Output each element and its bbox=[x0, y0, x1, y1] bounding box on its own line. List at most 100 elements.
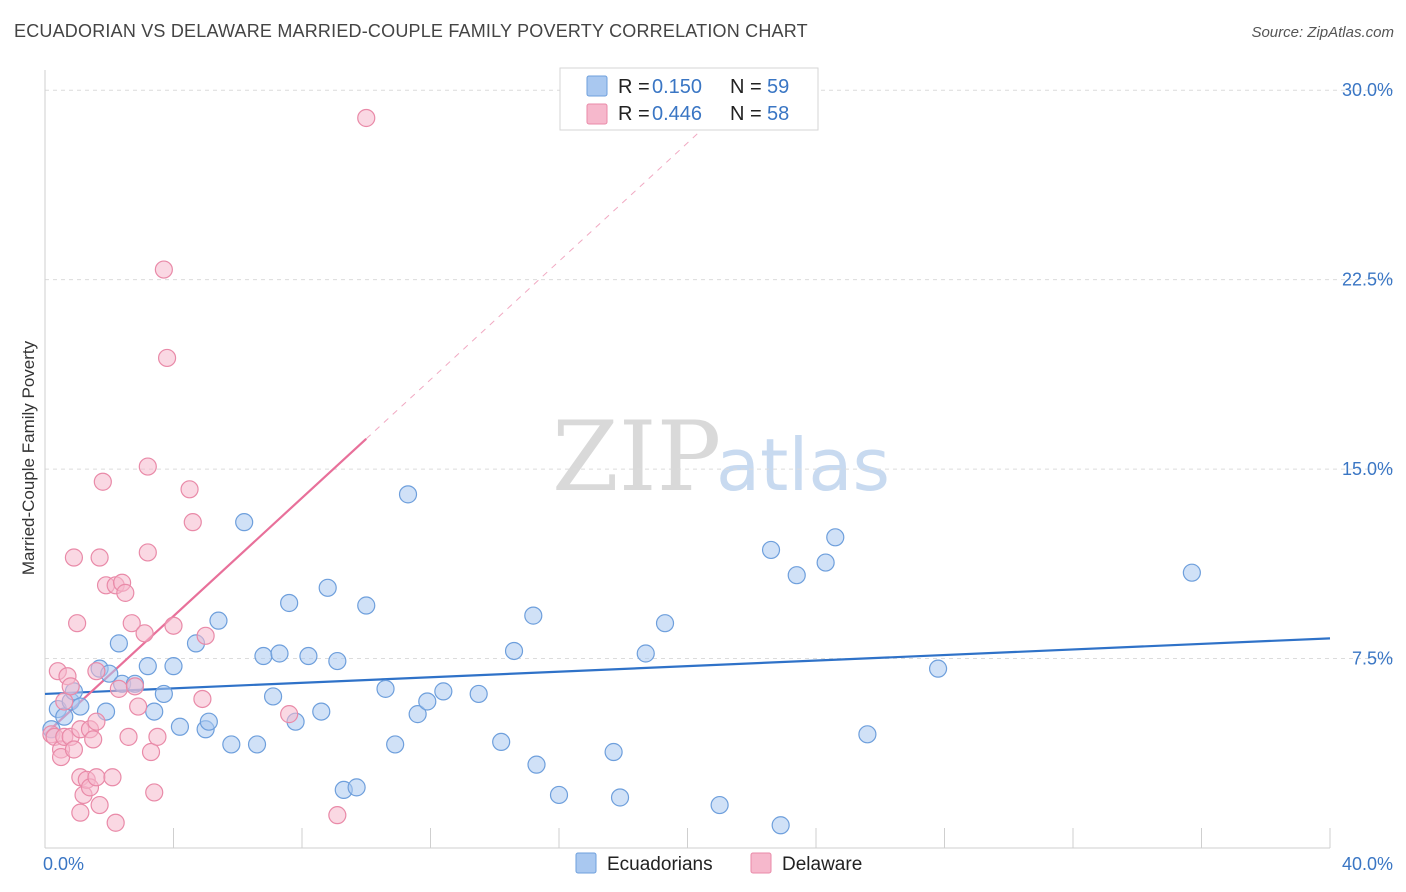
y-tick-label: 7.5% bbox=[1352, 649, 1393, 669]
point-ecuadorians bbox=[109, 634, 128, 653]
point-ecuadorians bbox=[826, 528, 845, 547]
series-legend-swatch-ecuadorians bbox=[575, 852, 597, 874]
point-ecuadorians bbox=[610, 788, 630, 807]
watermark-zip: ZIP bbox=[552, 401, 721, 513]
point-delaware bbox=[183, 513, 202, 532]
point-ecuadorians bbox=[604, 742, 623, 762]
point-ecuadorians bbox=[1182, 563, 1201, 582]
series-legend-label-ecuadorians: Ecuadorians bbox=[607, 854, 713, 875]
point-ecuadorians bbox=[318, 578, 337, 597]
series-legend-swatch-delaware bbox=[750, 852, 772, 874]
point-delaware bbox=[116, 583, 135, 602]
point-delaware bbox=[87, 662, 106, 681]
point-ecuadorians bbox=[408, 705, 427, 724]
point-delaware bbox=[122, 614, 141, 633]
point-ecuadorians bbox=[164, 657, 183, 676]
trend-lines bbox=[44, 127, 1331, 736]
point-delaware bbox=[119, 727, 138, 746]
y-axis-label: Married-Couple Family Poverty bbox=[19, 340, 38, 575]
point-delaware bbox=[87, 712, 106, 731]
legend-n-label-2: N = bbox=[730, 103, 762, 125]
y-tick-label: 15.0% bbox=[1342, 459, 1393, 479]
point-delaware bbox=[196, 626, 215, 645]
point-delaware bbox=[154, 260, 173, 279]
point-ecuadorians bbox=[386, 735, 405, 754]
point-delaware bbox=[138, 543, 157, 562]
legend-swatch-blue bbox=[586, 75, 608, 97]
point-delaware bbox=[357, 108, 376, 128]
point-ecuadorians bbox=[71, 697, 90, 716]
point-delaware bbox=[84, 730, 103, 749]
data-points bbox=[42, 108, 1201, 835]
point-ecuadorians bbox=[247, 735, 267, 754]
x-tick-label: 0.0% bbox=[43, 854, 84, 874]
point-ecuadorians bbox=[347, 778, 366, 797]
point-ecuadorians bbox=[492, 732, 511, 752]
point-ecuadorians bbox=[299, 646, 318, 666]
legend-r-label-1: R = bbox=[618, 76, 650, 98]
point-ecuadorians bbox=[771, 816, 790, 835]
point-delaware bbox=[90, 795, 109, 815]
point-delaware bbox=[141, 742, 161, 762]
point-ecuadorians bbox=[469, 684, 488, 704]
watermark-atlas: atlas bbox=[716, 423, 890, 507]
y-tick-labels: 7.5% 15.0% 22.5% 30.0% bbox=[1342, 80, 1393, 668]
legend-n-value-2: 58 bbox=[767, 103, 789, 125]
point-delaware bbox=[145, 783, 164, 802]
point-ecuadorians bbox=[270, 644, 289, 663]
point-ecuadorians bbox=[55, 707, 74, 726]
trend-line-delaware bbox=[44, 437, 367, 736]
chart-title: ECUADORIAN VS DELAWARE MARRIED-COUPLE FA… bbox=[14, 21, 808, 41]
point-delaware bbox=[164, 616, 183, 635]
point-delaware bbox=[71, 803, 90, 822]
point-ecuadorians bbox=[816, 553, 835, 572]
point-delaware bbox=[328, 806, 347, 825]
point-delaware bbox=[90, 548, 109, 567]
chart-source: Source: ZipAtlas.com bbox=[1251, 24, 1394, 41]
point-delaware bbox=[180, 480, 199, 499]
point-ecuadorians bbox=[858, 725, 877, 744]
point-delaware bbox=[103, 768, 122, 787]
point-delaware bbox=[93, 472, 112, 491]
point-ecuadorians bbox=[328, 651, 347, 671]
point-delaware bbox=[125, 677, 145, 696]
point-ecuadorians bbox=[527, 755, 546, 774]
point-ecuadorians bbox=[787, 566, 806, 585]
point-ecuadorians bbox=[235, 513, 254, 532]
x-tick-labels: 0.0% 40.0% bbox=[43, 854, 1393, 874]
point-ecuadorians bbox=[504, 641, 524, 661]
point-delaware bbox=[87, 768, 106, 787]
point-delaware bbox=[64, 740, 84, 759]
legend-r-label-2: R = bbox=[618, 103, 650, 125]
legend-n-value-1: 59 bbox=[767, 76, 789, 98]
y-tick-label: 30.0% bbox=[1342, 80, 1393, 100]
legend-swatch-pink bbox=[586, 103, 608, 125]
point-delaware bbox=[157, 348, 177, 368]
point-ecuadorians bbox=[655, 614, 675, 633]
legend-r-value-1: 0.150 bbox=[652, 76, 702, 98]
point-delaware bbox=[193, 689, 212, 709]
x-tick-label: 40.0% bbox=[1342, 854, 1393, 874]
point-ecuadorians bbox=[209, 611, 228, 630]
point-delaware bbox=[61, 677, 80, 696]
legend-n-label-1: N = bbox=[730, 76, 762, 98]
point-ecuadorians bbox=[199, 712, 218, 731]
point-ecuadorians bbox=[357, 596, 376, 615]
point-ecuadorians bbox=[549, 785, 569, 805]
point-delaware bbox=[135, 624, 154, 643]
trend-line-ecuadorians bbox=[44, 637, 1331, 696]
watermark: ZIP atlas bbox=[552, 401, 890, 513]
point-ecuadorians bbox=[263, 687, 283, 706]
point-delaware bbox=[68, 614, 87, 633]
point-ecuadorians bbox=[254, 646, 273, 666]
point-delaware bbox=[148, 727, 167, 746]
axes bbox=[44, 70, 1331, 849]
legend-r-value-2: 0.446 bbox=[652, 103, 702, 125]
point-ecuadorians bbox=[636, 644, 655, 663]
point-ecuadorians bbox=[434, 682, 453, 701]
point-ecuadorians bbox=[524, 606, 543, 625]
point-delaware bbox=[138, 457, 157, 476]
point-ecuadorians bbox=[154, 684, 173, 704]
point-ecuadorians bbox=[928, 659, 948, 678]
